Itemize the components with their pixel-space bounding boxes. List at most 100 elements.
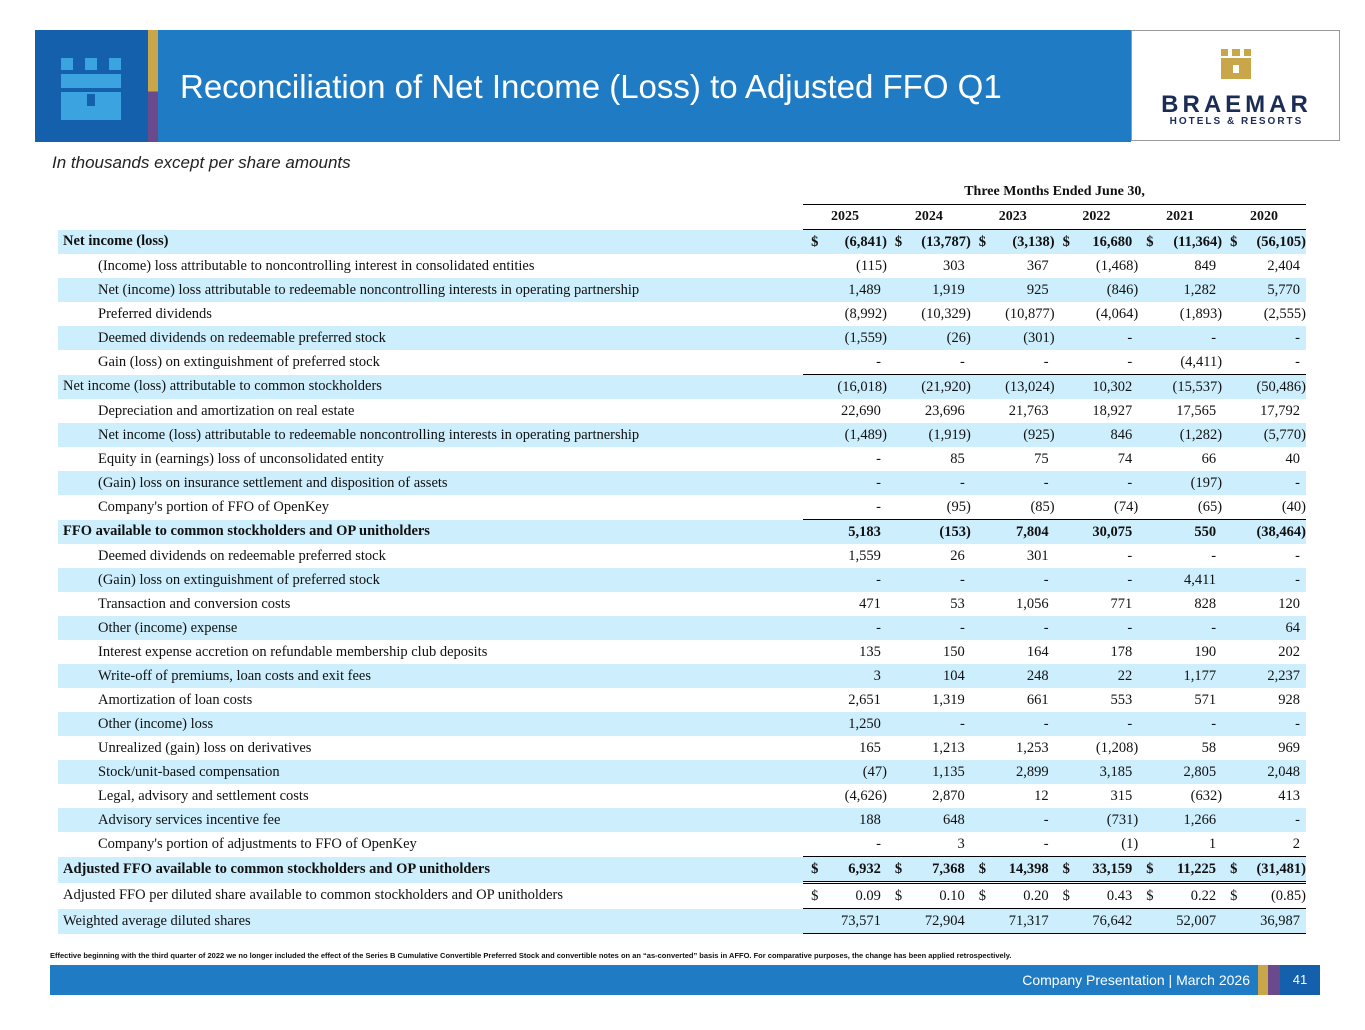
cell-value: 64	[1285, 619, 1301, 636]
table-row: Gain (loss) on extinguishment of preferr…	[58, 350, 1306, 375]
table-cell: 1,559	[803, 544, 887, 568]
table-row: Company's portion of adjustments to FFO …	[58, 832, 1306, 857]
table-cell: -	[1222, 471, 1306, 495]
cell-value: 661	[1026, 691, 1049, 708]
cell-value: 6,932	[848, 860, 881, 877]
cell-value: 969	[1278, 739, 1300, 756]
table-row: Other (income) expense - - - - - 64	[58, 616, 1306, 640]
table-cell: 2,899	[971, 760, 1055, 784]
table-cell: (1,282)	[1138, 423, 1222, 447]
cell-value: -	[1211, 715, 1217, 732]
table-cell: 550	[1138, 519, 1223, 544]
table-cell: -	[1138, 544, 1222, 568]
cell-value: 72,904	[924, 912, 965, 929]
cell-value: (1,282)	[1179, 426, 1223, 443]
cell-value: (4,626)	[844, 787, 887, 804]
icon-square	[35, 30, 148, 142]
table-cell: -	[803, 832, 887, 857]
table-cell: (1,559)	[803, 326, 887, 350]
table-cell: -	[887, 471, 971, 495]
cell-value: -	[876, 498, 881, 515]
table-cell: -	[1055, 544, 1139, 568]
cell-value: 30,075	[1092, 523, 1133, 540]
table-row: (Gain) loss on extinguishment of preferr…	[58, 568, 1306, 592]
table-cell: $ (6,841)	[803, 230, 887, 255]
cell-value: 23,696	[924, 402, 965, 419]
header-band	[35, 30, 1131, 142]
row-label: Stock/unit-based compensation	[98, 763, 280, 780]
table-cell: (115)	[803, 254, 887, 278]
table-cell: (15,537)	[1138, 374, 1223, 399]
cell-value: 135	[859, 643, 881, 660]
table-cell: 17,565	[1138, 399, 1222, 423]
footer-accent	[1258, 965, 1268, 995]
table-cell: 178	[1055, 640, 1139, 664]
table-cell: $33,159	[1054, 856, 1139, 884]
cell-value: (38,464)	[1256, 523, 1306, 540]
table-cell: 40	[1222, 447, 1306, 471]
table-cell: 26	[887, 544, 971, 568]
currency-sign: $	[1230, 860, 1238, 877]
column-header: 2020	[1222, 204, 1306, 230]
cell-value: 1,919	[932, 281, 965, 298]
table-cell: 367	[971, 254, 1055, 278]
cell-value: 367	[1026, 257, 1049, 274]
cell-value: 11,225	[1176, 860, 1217, 877]
table-cell: (74)	[1055, 495, 1138, 520]
cell-value: 202	[1278, 643, 1300, 660]
table-cell: -	[1055, 350, 1139, 375]
table-cell: 22	[1055, 664, 1139, 688]
logo-tagline: HOTELS & RESORTS	[1169, 116, 1304, 127]
table-cell: -	[1138, 326, 1222, 350]
table-cell: 301	[971, 544, 1055, 568]
cell-value: 553	[1110, 691, 1133, 708]
cell-value: (4,064)	[1095, 305, 1139, 322]
row-label: Depreciation and amortization on real es…	[98, 402, 355, 419]
currency-sign: $	[978, 233, 987, 250]
table-cell: 1,213	[887, 736, 971, 760]
table-cell: 1,250	[803, 712, 887, 736]
cell-value: 3	[957, 835, 965, 852]
cell-value: 315	[1110, 787, 1133, 804]
table-row: Stock/unit-based compensation (47) 1,135 2,…	[58, 760, 1306, 784]
currency-sign: $	[1062, 233, 1070, 250]
cell-value: (1)	[1121, 835, 1139, 852]
currency-sign: $	[978, 860, 987, 877]
table-cell: 2,870	[887, 784, 971, 808]
table-row: Company's portion of FFO of OpenKey - (95)…	[58, 495, 1306, 520]
cell-value: 85	[950, 450, 965, 467]
table-cell: $11,225	[1138, 856, 1223, 884]
table-cell: 85	[887, 447, 971, 471]
cell-value: 10,302	[1092, 378, 1133, 395]
cell-value: 1,282	[1183, 281, 1217, 298]
cell-value: 849	[1194, 257, 1217, 274]
cell-value: 1,135	[932, 763, 965, 780]
cell-value: 3,185	[1099, 763, 1133, 780]
row-label: (Gain) loss on extinguishment of preferr…	[98, 571, 380, 588]
table-row: Other (income) loss 1,250 - - - - -	[58, 712, 1306, 736]
table-cell: -	[1222, 808, 1306, 832]
table-cell: (632)	[1138, 784, 1222, 808]
cell-value: 4,411	[1183, 571, 1217, 588]
table-cell: (1,468)	[1055, 254, 1138, 278]
table-row: (Gain) loss on insurance settlement and …	[58, 471, 1306, 495]
cell-value: (197)	[1190, 474, 1223, 491]
cell-value: 53	[950, 595, 965, 612]
row-label: Write-off of premiums, loan costs and ex…	[98, 667, 371, 684]
table-cell: 1	[1138, 832, 1222, 857]
cell-value: 1,056	[1016, 595, 1049, 612]
cell-value: 928	[1278, 691, 1300, 708]
table-cell: 1,056	[971, 592, 1055, 616]
cell-value: (50,486)	[1256, 378, 1306, 395]
cell-value: 12	[1034, 787, 1049, 804]
cell-value: 0.22	[1190, 887, 1217, 904]
currency-sign: $	[894, 233, 903, 250]
table-cell: -	[1222, 350, 1306, 375]
table-cell: (85)	[971, 495, 1054, 520]
cell-value: 188	[859, 811, 881, 828]
table-cell: (50,486)	[1222, 374, 1306, 399]
cell-value: 0.20	[1023, 887, 1049, 904]
table-row: Preferred dividends (8,992) (10,329) (10,87…	[58, 302, 1306, 326]
row-label: Deemed dividends on redeemable preferred…	[98, 329, 386, 346]
cell-value: (4,411)	[1180, 353, 1223, 370]
